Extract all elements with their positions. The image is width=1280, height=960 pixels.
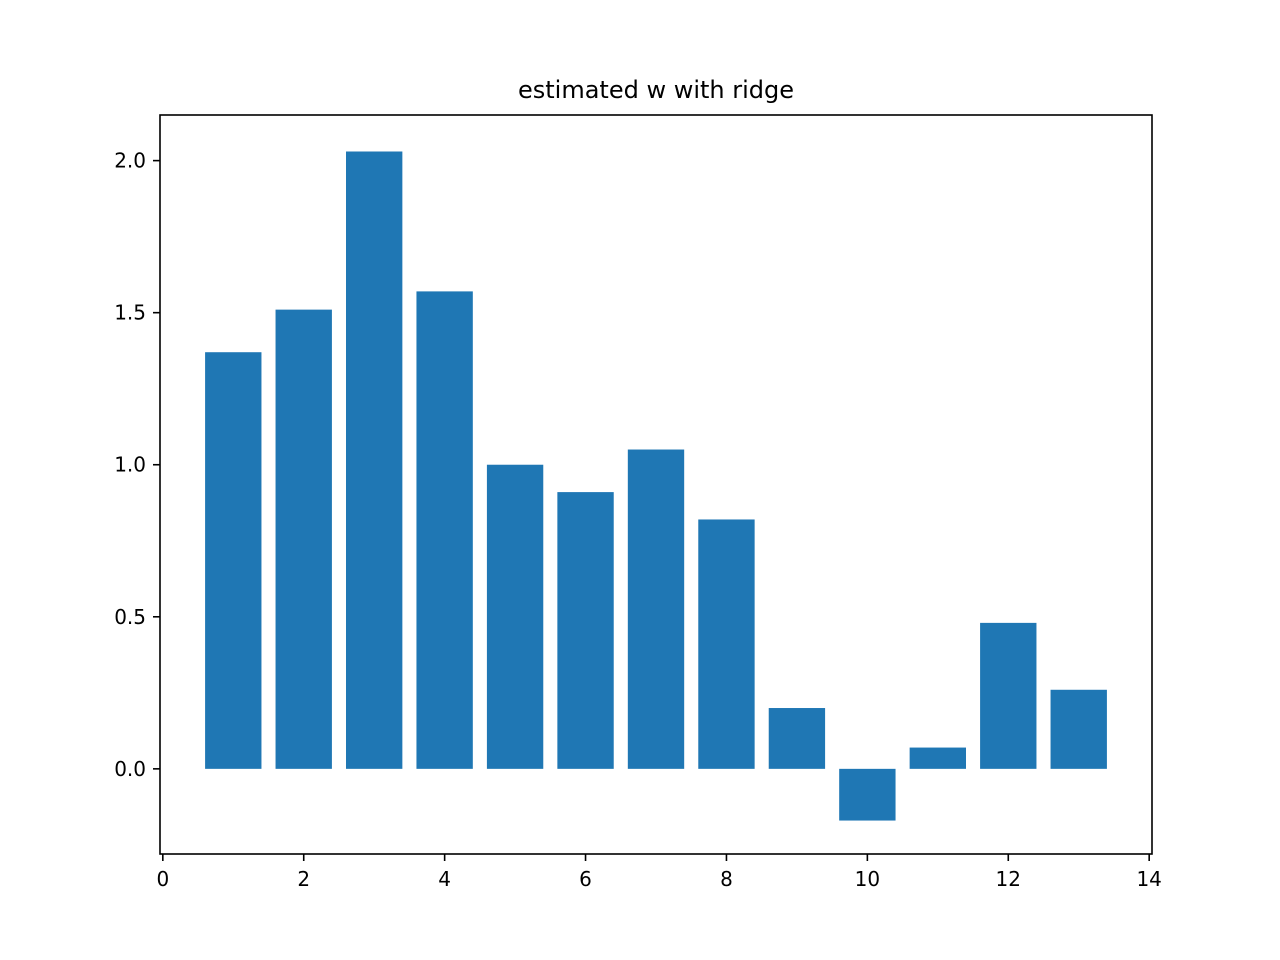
- x-tick-label: 10: [855, 867, 880, 891]
- y-tick-label: 2.0: [114, 149, 146, 173]
- x-tick-label: 12: [996, 867, 1021, 891]
- bar-9: [768, 708, 826, 769]
- y-tick-label: 1.5: [114, 301, 146, 325]
- x-tick-label: 2: [297, 867, 310, 891]
- x-tick-label: 14: [1136, 867, 1161, 891]
- bar-4: [416, 291, 473, 769]
- bar-5: [486, 464, 544, 769]
- y-tick-label: 0.5: [114, 605, 146, 629]
- x-tick-label: 6: [579, 867, 592, 891]
- bar-2: [275, 309, 332, 769]
- bar-7: [627, 449, 685, 769]
- chart-title: estimated w with ridge: [518, 76, 794, 104]
- bar-11: [909, 747, 966, 769]
- y-tick-label: 1.0: [114, 453, 146, 477]
- bar-3: [346, 151, 403, 769]
- plot-frame: [159, 114, 1153, 855]
- x-tick-label: 4: [438, 867, 451, 891]
- bar-6: [557, 492, 614, 769]
- bar-8: [698, 519, 755, 769]
- bar-12: [980, 622, 1037, 769]
- x-axis: 0 2 4 6 8 10 12 14: [156, 854, 1162, 891]
- bar-10: [839, 768, 896, 821]
- y-axis: 0.0 0.5 1.0 1.5 2.0: [114, 149, 160, 781]
- y-tick-label: 0.0: [114, 757, 146, 781]
- bars-group: [205, 151, 1107, 821]
- x-tick-label: 8: [720, 867, 733, 891]
- bar-13: [1050, 689, 1107, 769]
- x-tick-label: 0: [156, 867, 169, 891]
- bar-1: [205, 352, 262, 769]
